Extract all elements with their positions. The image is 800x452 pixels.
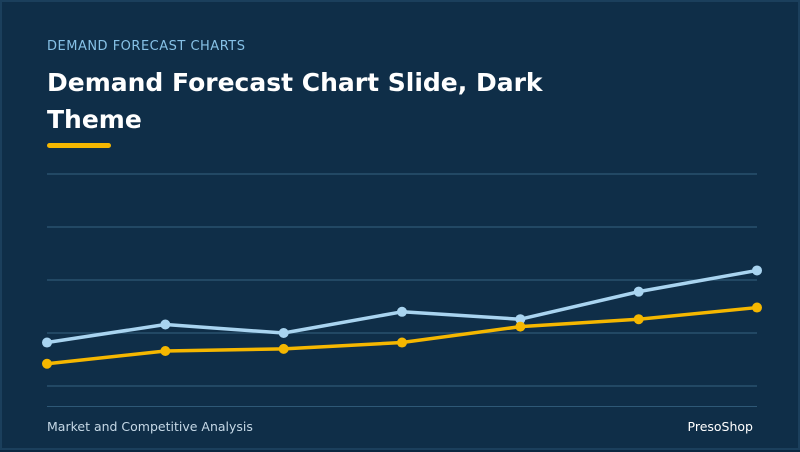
- data-point-series-1: [397, 306, 407, 317]
- data-point-series-1: [752, 265, 762, 276]
- footer-divider: [47, 406, 757, 407]
- data-point-series-2: [397, 337, 407, 348]
- footer-section-label: Market and Competitive Analysis: [47, 419, 253, 434]
- data-point-series-1: [633, 286, 644, 297]
- data-point-series-2: [752, 302, 762, 313]
- data-point-series-2: [515, 321, 526, 332]
- slide-title: Demand Forecast Chart Slide, Dark Theme: [47, 68, 543, 134]
- slide-eyebrow: DEMAND FORECAST CHARTS: [47, 39, 246, 54]
- data-point-series-2: [633, 314, 644, 325]
- chart-series: [42, 265, 762, 369]
- data-point-series-1: [42, 337, 52, 348]
- series-line-1: [45, 268, 759, 345]
- data-point-series-2: [278, 343, 289, 354]
- data-point-series-2: [160, 346, 171, 357]
- data-point-series-1: [515, 314, 526, 325]
- data-point-series-1: [278, 328, 289, 338]
- data-point-series-1: [160, 319, 171, 330]
- brand-name: PresoShop: [687, 419, 753, 434]
- title-accent-bar: [47, 143, 111, 148]
- chart-gridlines: [47, 173, 757, 387]
- data-point-series-2: [42, 358, 52, 369]
